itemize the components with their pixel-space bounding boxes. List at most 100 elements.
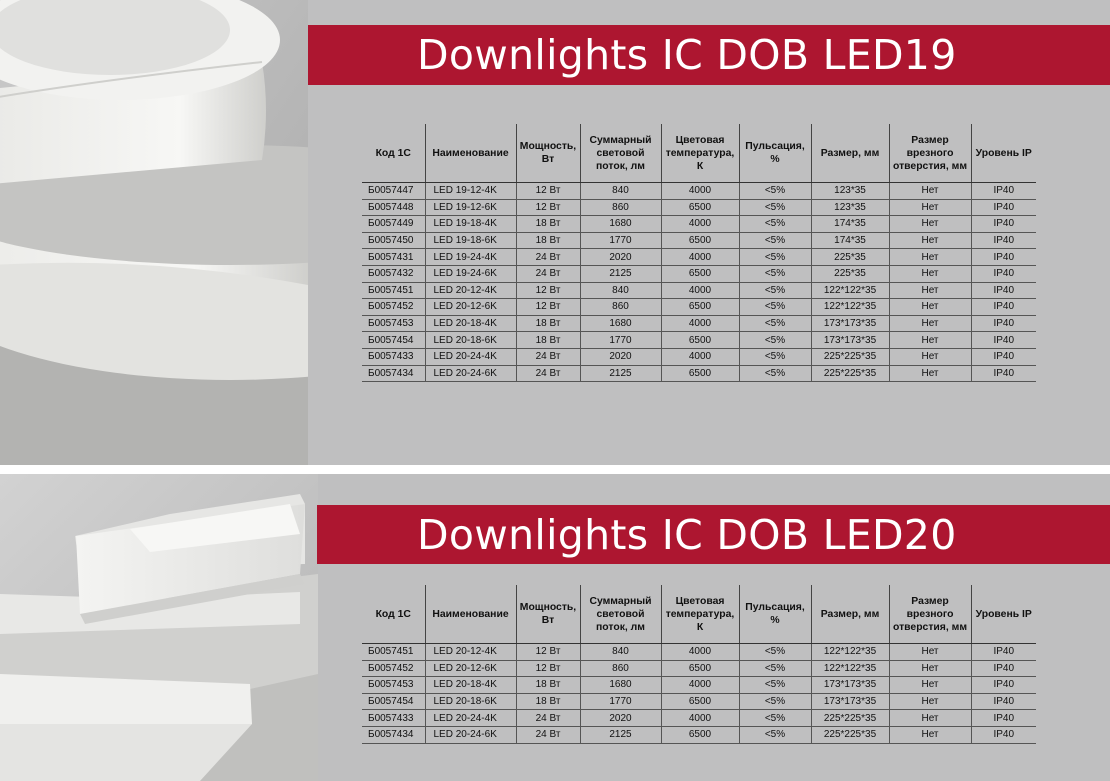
- cell-ripple: <5%: [738, 676, 811, 694]
- cell-code: Б0057450: [362, 232, 425, 250]
- section-title: Downlights IC DOB LED20: [417, 510, 957, 559]
- cell-name: LED 20-12-4K: [424, 643, 516, 661]
- cell-name: LED 19-24-4K: [424, 248, 516, 266]
- cell-flux: 860: [579, 199, 661, 217]
- cell-ripple: <5%: [738, 693, 811, 711]
- cell-name: LED 19-18-4K: [424, 215, 516, 233]
- header-code: Код 1С: [362, 124, 425, 183]
- cell-ripple: <5%: [738, 232, 811, 250]
- cell-size: 122*122*35: [810, 643, 889, 661]
- cell-ip: IP40: [970, 693, 1036, 711]
- cell-cutout: Нет: [888, 199, 971, 217]
- cell-power: 12 Вт: [515, 298, 580, 316]
- table-row: Б0057453 LED 20-18-4K 18 Вт 1680 4000 <5% 173*…: [362, 676, 1036, 694]
- cell-name: LED 19-24-6K: [424, 265, 516, 283]
- cell-flux: 1770: [579, 232, 661, 250]
- cell-cutout: Нет: [888, 298, 971, 316]
- table-row: Б0057452 LED 20-12-6K 12 Вт 860 6500 <5% 122*1…: [362, 660, 1036, 678]
- cell-ip: IP40: [970, 215, 1036, 233]
- cell-color-temp: 4000: [660, 182, 739, 200]
- cell-cutout: Нет: [888, 709, 971, 727]
- cell-cutout: Нет: [888, 331, 971, 349]
- cell-flux: 2125: [579, 726, 661, 744]
- cell-name: LED 19-12-4K: [424, 182, 516, 200]
- cell-code: Б0057451: [362, 282, 425, 300]
- cell-ripple: <5%: [738, 726, 811, 744]
- cell-cutout: Нет: [888, 182, 971, 200]
- table-row: Б0057431 LED 19-24-4K 24 Вт 2020 4000 <5% 225*…: [362, 248, 1036, 266]
- header-flux: Суммарный световой поток, лм: [579, 585, 661, 644]
- header-ip: Уровень IP: [970, 124, 1036, 183]
- cell-flux: 1770: [579, 331, 661, 349]
- cell-name: LED 20-24-4K: [424, 709, 516, 727]
- cell-size: 123*35: [810, 199, 889, 217]
- table-row: Б0057432 LED 19-24-6K 24 Вт 2125 6500 <5% 225*…: [362, 265, 1036, 283]
- section-led19: Downlights IC DOB LED19 Код 1С Наименова…: [0, 0, 1110, 465]
- cell-flux: 840: [579, 643, 661, 661]
- cell-power: 12 Вт: [515, 643, 580, 661]
- cell-cutout: Нет: [888, 365, 971, 383]
- cell-cutout: Нет: [888, 726, 971, 744]
- cell-power: 12 Вт: [515, 199, 580, 217]
- cell-color-temp: 6500: [660, 232, 739, 250]
- cell-size: 122*122*35: [810, 660, 889, 678]
- cell-flux: 1680: [579, 215, 661, 233]
- header-color-temp: Цветовая температура, К: [660, 124, 739, 183]
- cell-power: 18 Вт: [515, 693, 580, 711]
- cell-ip: IP40: [970, 248, 1036, 266]
- cell-flux: 840: [579, 182, 661, 200]
- cell-cutout: Нет: [888, 215, 971, 233]
- header-cutout: Размер врезного отверстия, мм: [888, 124, 971, 183]
- cell-flux: 2020: [579, 348, 661, 366]
- cell-code: Б0057454: [362, 693, 425, 711]
- cell-color-temp: 6500: [660, 726, 739, 744]
- cell-color-temp: 4000: [660, 709, 739, 727]
- table-row: Б0057447 LED 19-12-4K 12 Вт 840 4000 <5% 123*3…: [362, 182, 1036, 200]
- table-header-row: Код 1С Наименование Мощность, Вт Суммарн…: [362, 585, 1036, 644]
- title-band: Downlights IC DOB LED20: [317, 505, 1110, 564]
- cell-ripple: <5%: [738, 709, 811, 727]
- cell-power: 18 Вт: [515, 232, 580, 250]
- table-row: Б0057434 LED 20-24-6K 24 Вт 2125 6500 <5% 225*…: [362, 365, 1036, 383]
- round-downlights-photo: [0, 0, 308, 465]
- cell-cutout: Нет: [888, 248, 971, 266]
- table-row: Б0057451 LED 20-12-4K 12 Вт 840 4000 <5% 122*1…: [362, 282, 1036, 300]
- cell-code: Б0057432: [362, 265, 425, 283]
- header-size: Размер, мм: [810, 124, 889, 183]
- cell-ripple: <5%: [738, 643, 811, 661]
- cell-size: 225*35: [810, 248, 889, 266]
- cell-ip: IP40: [970, 315, 1036, 333]
- cell-ripple: <5%: [738, 365, 811, 383]
- table-row: Б0057433 LED 20-24-4K 24 Вт 2020 4000 <5% 225*…: [362, 709, 1036, 727]
- cell-size: 122*122*35: [810, 282, 889, 300]
- cell-code: Б0057433: [362, 709, 425, 727]
- cell-ip: IP40: [970, 726, 1036, 744]
- cell-ripple: <5%: [738, 248, 811, 266]
- header-name: Наименование: [424, 585, 516, 644]
- cell-code: Б0057434: [362, 726, 425, 744]
- cell-color-temp: 4000: [660, 282, 739, 300]
- spec-table: Код 1С Наименование Мощность, Вт Суммарн…: [362, 585, 1036, 744]
- cell-size: 225*225*35: [810, 365, 889, 383]
- cell-power: 12 Вт: [515, 182, 580, 200]
- cell-ip: IP40: [970, 282, 1036, 300]
- cell-power: 24 Вт: [515, 348, 580, 366]
- square-downlights-photo: [0, 474, 318, 781]
- cell-ripple: <5%: [738, 298, 811, 316]
- cell-color-temp: 6500: [660, 331, 739, 349]
- cell-power: 24 Вт: [515, 365, 580, 383]
- cell-cutout: Нет: [888, 348, 971, 366]
- cell-name: LED 20-24-4K: [424, 348, 516, 366]
- cell-name: LED 20-24-6K: [424, 726, 516, 744]
- cell-code: Б0057431: [362, 248, 425, 266]
- cell-ripple: <5%: [738, 315, 811, 333]
- header-power: Мощность, Вт: [515, 585, 580, 644]
- cell-color-temp: 6500: [660, 298, 739, 316]
- cell-cutout: Нет: [888, 315, 971, 333]
- cell-color-temp: 6500: [660, 365, 739, 383]
- cell-power: 24 Вт: [515, 248, 580, 266]
- cell-flux: 860: [579, 298, 661, 316]
- cell-size: 174*35: [810, 232, 889, 250]
- cell-flux: 2125: [579, 265, 661, 283]
- cell-size: 225*35: [810, 265, 889, 283]
